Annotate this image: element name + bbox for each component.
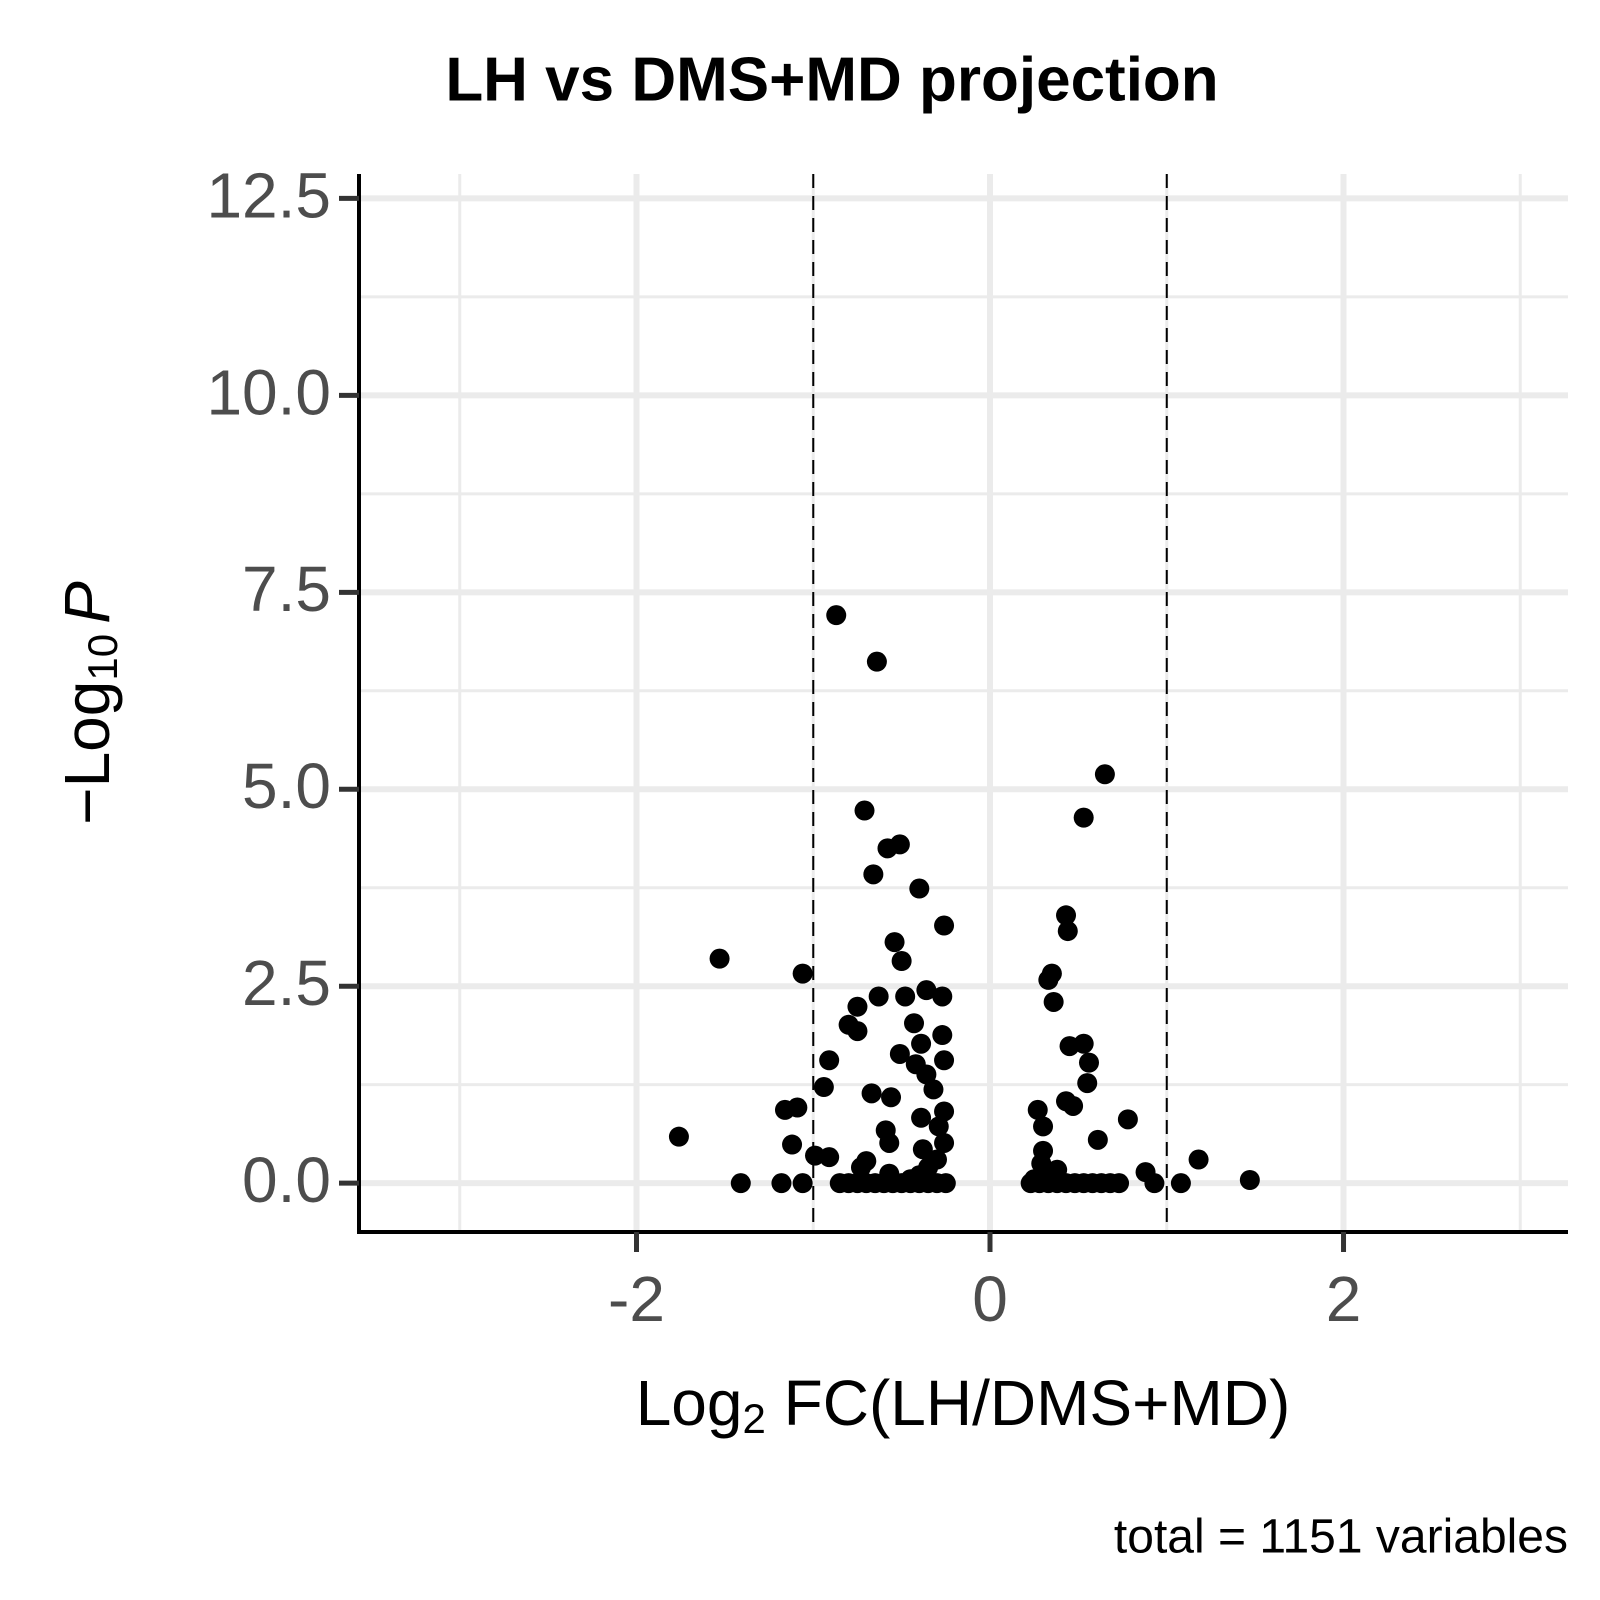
point <box>1117 1109 1138 1130</box>
point <box>1170 1173 1191 1194</box>
point <box>1027 1099 1048 1120</box>
point <box>1109 1173 1130 1194</box>
point <box>879 1132 900 1153</box>
point <box>782 1134 803 1155</box>
point <box>923 1079 944 1100</box>
point <box>1043 991 1064 1012</box>
point <box>1038 969 1059 990</box>
point <box>904 1013 925 1034</box>
point <box>866 651 887 672</box>
point <box>881 1087 902 1108</box>
point <box>934 1132 955 1153</box>
point <box>934 1050 955 1071</box>
point <box>1041 1169 1062 1190</box>
point <box>1188 1149 1209 1170</box>
y-tick-label: 7.5 <box>242 553 331 625</box>
y-label-subscript: 10 <box>79 634 126 681</box>
point <box>1056 905 1077 926</box>
point <box>730 1173 751 1194</box>
point <box>912 1139 933 1160</box>
point <box>1144 1173 1165 1194</box>
point <box>709 948 730 969</box>
y-axis-label: −Log10 P <box>51 581 126 825</box>
x-tick-label: 0 <box>972 1263 1008 1335</box>
point <box>928 1116 949 1137</box>
point <box>1057 921 1078 942</box>
point <box>1094 764 1115 785</box>
point <box>847 1021 868 1042</box>
point <box>1239 1170 1260 1191</box>
y-label-text: −Log <box>51 681 123 825</box>
point <box>868 986 889 1007</box>
x-label-rest: FC(LH/DMS+MD) <box>766 1367 1290 1439</box>
y-tick-label: 0.0 <box>242 1144 331 1216</box>
point <box>1087 1129 1108 1150</box>
x-axis-label: Log2 FC(LH/DMS+MD) <box>636 1367 1291 1442</box>
point <box>877 838 898 859</box>
point <box>774 1099 795 1120</box>
x-label-text: Log <box>636 1367 743 1439</box>
point <box>1063 1095 1084 1116</box>
point <box>819 1147 840 1168</box>
y-label-italic: P <box>51 581 123 624</box>
point <box>889 1043 910 1064</box>
point <box>1077 1073 1098 1094</box>
point <box>813 1077 834 1098</box>
y-tick-label: 2.5 <box>242 947 331 1019</box>
point <box>850 1157 871 1178</box>
point <box>932 1025 953 1046</box>
point <box>668 1126 689 1147</box>
point <box>926 1149 947 1170</box>
point <box>854 800 875 821</box>
x-label-subscript: 2 <box>742 1395 765 1442</box>
y-tick-label: 10.0 <box>206 356 331 428</box>
point <box>884 932 905 953</box>
point <box>826 605 847 626</box>
point <box>1078 1052 1099 1073</box>
chart-title: LH vs DMS+MD projection <box>445 45 1218 114</box>
point <box>911 1107 932 1128</box>
point <box>1073 807 1094 828</box>
point <box>934 915 955 936</box>
point <box>863 864 884 885</box>
point <box>909 878 930 899</box>
caption: total = 1151 variables <box>1114 1511 1568 1564</box>
y-tick-label: 5.0 <box>242 750 331 822</box>
point <box>935 1173 956 1194</box>
x-tick-label: -2 <box>608 1263 665 1335</box>
point <box>916 980 937 1001</box>
point <box>792 963 813 984</box>
x-tick-label: 2 <box>1326 1263 1362 1335</box>
point <box>847 996 868 1017</box>
point <box>916 1064 937 1085</box>
point <box>932 986 953 1007</box>
point <box>895 986 916 1007</box>
point <box>861 1083 882 1104</box>
point <box>819 1050 840 1071</box>
point <box>1033 1116 1054 1137</box>
point <box>911 1033 932 1054</box>
point <box>891 951 912 972</box>
point <box>900 1169 921 1190</box>
point <box>1059 1036 1080 1057</box>
point <box>771 1173 792 1194</box>
y-tick-label: 12.5 <box>206 159 331 231</box>
point <box>792 1173 813 1194</box>
